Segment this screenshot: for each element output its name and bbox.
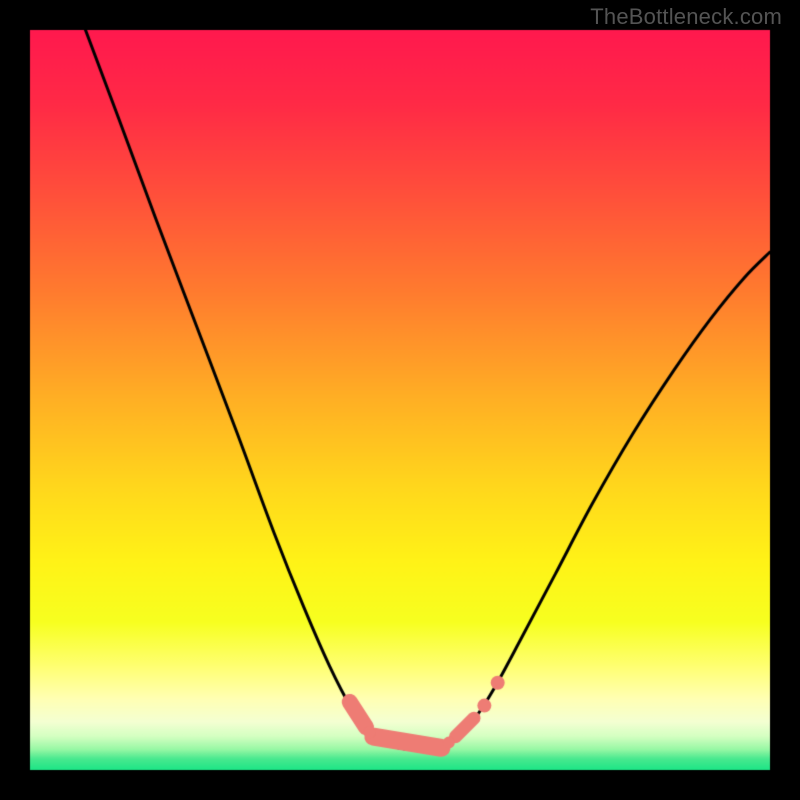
- bottleneck-curve-chart: [0, 0, 800, 800]
- watermark-label: TheBottleneck.com: [590, 4, 782, 30]
- chart-root: TheBottleneck.com: [0, 0, 800, 800]
